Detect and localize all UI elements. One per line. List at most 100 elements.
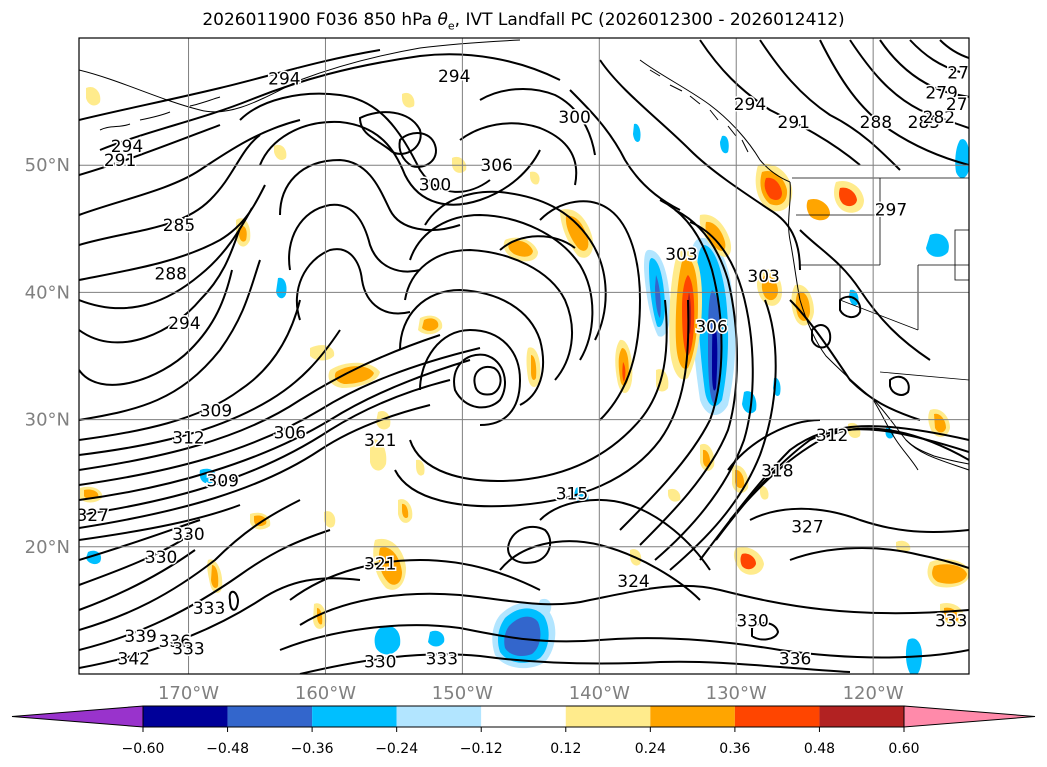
contour-label: 282 <box>923 108 955 128</box>
contour-line <box>819 39 969 166</box>
lon-tick-label: 150°W <box>432 683 493 704</box>
state-border-us-mexico <box>879 371 969 381</box>
negative-anomaly-blob <box>712 318 718 391</box>
contour-line <box>654 221 754 561</box>
positive-anomaly-blob <box>416 459 425 476</box>
contour-line <box>79 334 441 471</box>
contour-label: 306 <box>274 423 306 443</box>
contour-label: 294 <box>168 314 200 334</box>
contour-label: 309 <box>200 402 232 422</box>
negative-anomaly-blob <box>926 233 949 257</box>
contour-line <box>79 259 261 421</box>
map-frame <box>78 37 970 675</box>
contour-line <box>599 59 801 271</box>
negative-anomaly-blob <box>538 598 552 614</box>
contour-label: 285 <box>908 113 940 133</box>
title-suffix: , IVT Landfall PC (2026012300 - 20260124… <box>454 10 845 30</box>
contour-line <box>79 359 471 501</box>
contour-label: 321 <box>364 431 396 451</box>
lon-tick-label: 130°W <box>706 683 767 704</box>
contour-line <box>459 122 578 186</box>
contour-label: 288 <box>155 264 187 284</box>
positive-anomaly-blob <box>530 171 540 185</box>
contour-label: 333 <box>193 599 225 619</box>
positive-anomaly-blob <box>565 215 589 251</box>
contour-line <box>789 547 969 569</box>
theta-e-contours <box>79 39 969 674</box>
contour-line <box>295 248 411 321</box>
contour-label: 294 <box>438 67 470 87</box>
positive-anomaly-blob <box>86 86 101 106</box>
contour-line <box>499 235 576 251</box>
contour-line <box>499 540 701 601</box>
contour-line <box>506 525 552 564</box>
positive-anomaly-blob <box>402 503 409 519</box>
negative-anomaly-blob <box>655 275 661 318</box>
colorbar-tick-label: −0.48 <box>206 741 249 757</box>
positive-anomaly-blob <box>735 469 745 489</box>
colorbar-tick-label: −0.36 <box>291 741 334 757</box>
contour-label: 330 <box>172 525 204 545</box>
coastline <box>79 39 969 471</box>
colorbar-tick-label: 0.24 <box>635 741 666 757</box>
contour-line <box>79 549 196 611</box>
contour-line <box>279 158 461 231</box>
positive-anomaly-blob <box>334 366 374 384</box>
contour-label: 279 <box>925 84 957 104</box>
contour-line <box>79 134 261 246</box>
positive-anomaly-blob <box>705 221 726 251</box>
coastline-alaska <box>79 39 521 113</box>
contour-line <box>839 295 862 318</box>
contour-line <box>79 499 301 631</box>
contour-label: 321 <box>364 554 396 574</box>
positive-anomaly-blob <box>932 564 967 584</box>
contour-label: 312 <box>816 426 848 446</box>
colorbar-tick-label: 0.48 <box>804 741 835 757</box>
contour-line <box>398 132 437 168</box>
positive-anomaly-blob <box>740 553 756 570</box>
contour-label: 306 <box>695 318 727 338</box>
contour-label: 327 <box>76 506 108 526</box>
contour-label: 333 <box>172 640 204 660</box>
contour-line <box>669 299 777 571</box>
contour-label: 312 <box>172 428 204 448</box>
contour-line <box>751 622 780 641</box>
colorbar-segment <box>143 706 228 727</box>
state-border-ca-nv <box>839 265 919 331</box>
coastline-aleutians <box>99 96 221 131</box>
contour-line <box>409 213 594 361</box>
contour-label: 294 <box>268 70 300 90</box>
contour-label: 339 <box>124 627 156 647</box>
title-theta: θ <box>437 10 448 30</box>
positive-anomaly-blob <box>622 362 626 382</box>
contour-line <box>539 499 711 571</box>
contour-line <box>79 529 331 651</box>
state-border-misc <box>918 229 969 281</box>
colorbar-tick-label: −0.60 <box>122 741 165 757</box>
contour-label: 273 <box>947 63 979 83</box>
contour-label: 300 <box>558 108 590 128</box>
lon-tick-label: 140°W <box>569 683 630 704</box>
lon-tick-label: 160°W <box>295 683 356 704</box>
contour-line <box>79 504 241 541</box>
contour-line <box>288 203 421 273</box>
contour-label: 336 <box>159 632 191 652</box>
contour-line <box>539 200 642 421</box>
contour-line <box>479 88 596 156</box>
contour-label: 303 <box>747 267 779 287</box>
title-prefix: 2026011900 F036 850 hPa <box>202 10 438 30</box>
positive-anomaly-blob <box>839 187 857 207</box>
contour-line <box>849 39 969 129</box>
contour-line <box>394 299 690 508</box>
negative-anomaly-blob <box>428 630 445 647</box>
negative-anomaly-blob <box>955 139 969 179</box>
positive-anomaly-blob <box>422 318 439 331</box>
contour-line <box>749 507 969 533</box>
positive-anomaly-blob <box>934 413 946 433</box>
negative-anomaly-blob <box>276 277 287 299</box>
negative-anomaly-blob <box>720 135 729 154</box>
contour-line <box>889 375 910 396</box>
positive-anomaly-blob <box>378 547 402 585</box>
positive-anomaly-blob <box>376 410 391 430</box>
